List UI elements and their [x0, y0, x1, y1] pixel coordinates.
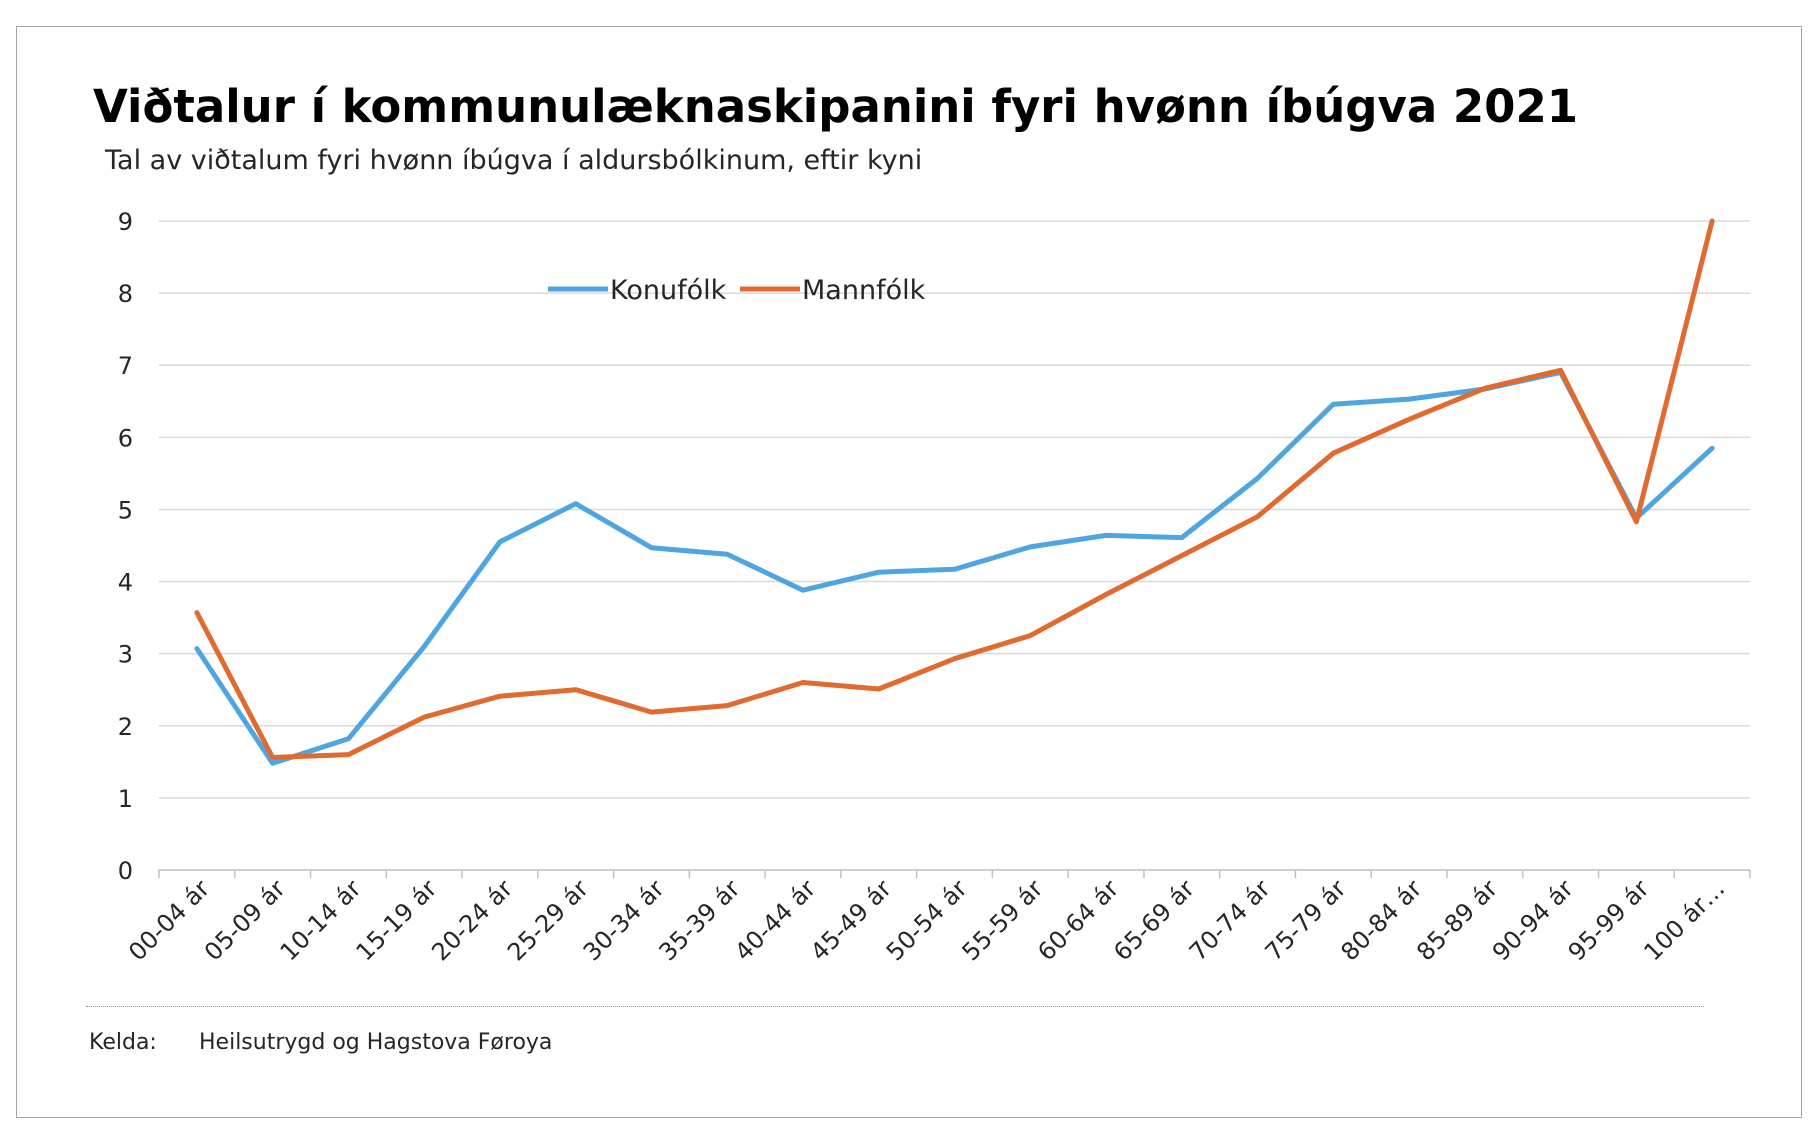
x-tick-label: 05-09 ár	[199, 874, 291, 966]
x-tick-label: 55-59 ár	[957, 874, 1049, 966]
x-tick-label: 50-54 ár	[881, 874, 973, 966]
series-lines	[194, 218, 1715, 766]
y-tick-label: 4	[118, 569, 133, 597]
legend-label-1: Mannfólk	[802, 275, 926, 306]
x-tick-label: 80-84 ár	[1335, 874, 1427, 966]
source-value: Heilsutrygd og Hagstova Føroya	[199, 1030, 553, 1055]
x-tick-label: 00-04 ár	[123, 874, 215, 966]
legend-label-0: Konufólk	[610, 275, 727, 306]
footer-divider	[86, 1006, 1704, 1007]
y-tick-label: 8	[118, 280, 133, 308]
x-axis	[158, 869, 1751, 878]
x-tick-label: 70-74 ár	[1184, 874, 1276, 966]
gridlines	[159, 220, 1750, 799]
x-tick-label: 100 ár…	[1638, 874, 1730, 966]
x-tick-label: 20-24 ár	[426, 874, 518, 966]
chart-subtitle: Tal av viðtalum fyri hvønn íbúgva í aldu…	[105, 145, 923, 176]
x-tick-label: 45-49 ár	[805, 874, 897, 966]
x-tick-label: 35-39 ár	[654, 874, 746, 966]
y-tick-label: 1	[118, 785, 133, 813]
x-tick-label: 60-64 ár	[1032, 874, 1124, 966]
series-line-1	[194, 218, 1715, 760]
legend: Konufólk Mannfólk	[548, 275, 926, 306]
x-tick-label: 90-94 ár	[1487, 874, 1579, 966]
y-tick-label: 2	[118, 713, 133, 741]
x-tick-label: 25-29 ár	[502, 874, 594, 966]
y-axis-ticks: 0 1 2 3 4 5 6 7 8 9	[118, 208, 133, 885]
y-tick-label: 5	[118, 496, 133, 524]
y-tick-label: 7	[118, 352, 133, 380]
y-tick-label: 9	[118, 208, 133, 236]
source-label: Kelda:	[89, 1030, 157, 1055]
x-tick-label: 30-34 ár	[578, 874, 670, 966]
y-tick-label: 6	[118, 424, 133, 452]
x-tick-label: 10-14 ár	[275, 874, 367, 966]
x-tick-label: 85-89 ár	[1411, 874, 1503, 966]
x-tick-label: 75-79 ár	[1260, 874, 1352, 966]
x-tick-label: 65-69 ár	[1108, 874, 1200, 966]
chart-frame	[16, 26, 1802, 1118]
series-line-0	[194, 369, 1715, 766]
chart-title: Viðtalur í kommunulæknaskipanini fyri hv…	[93, 80, 1579, 133]
x-tick-label: 15-19 ár	[351, 874, 443, 966]
y-tick-label: 3	[118, 641, 133, 669]
x-tick-label: 40-44 ár	[729, 874, 821, 966]
y-tick-label: 0	[118, 857, 133, 885]
x-tick-label: 95-99 ár	[1563, 874, 1655, 966]
